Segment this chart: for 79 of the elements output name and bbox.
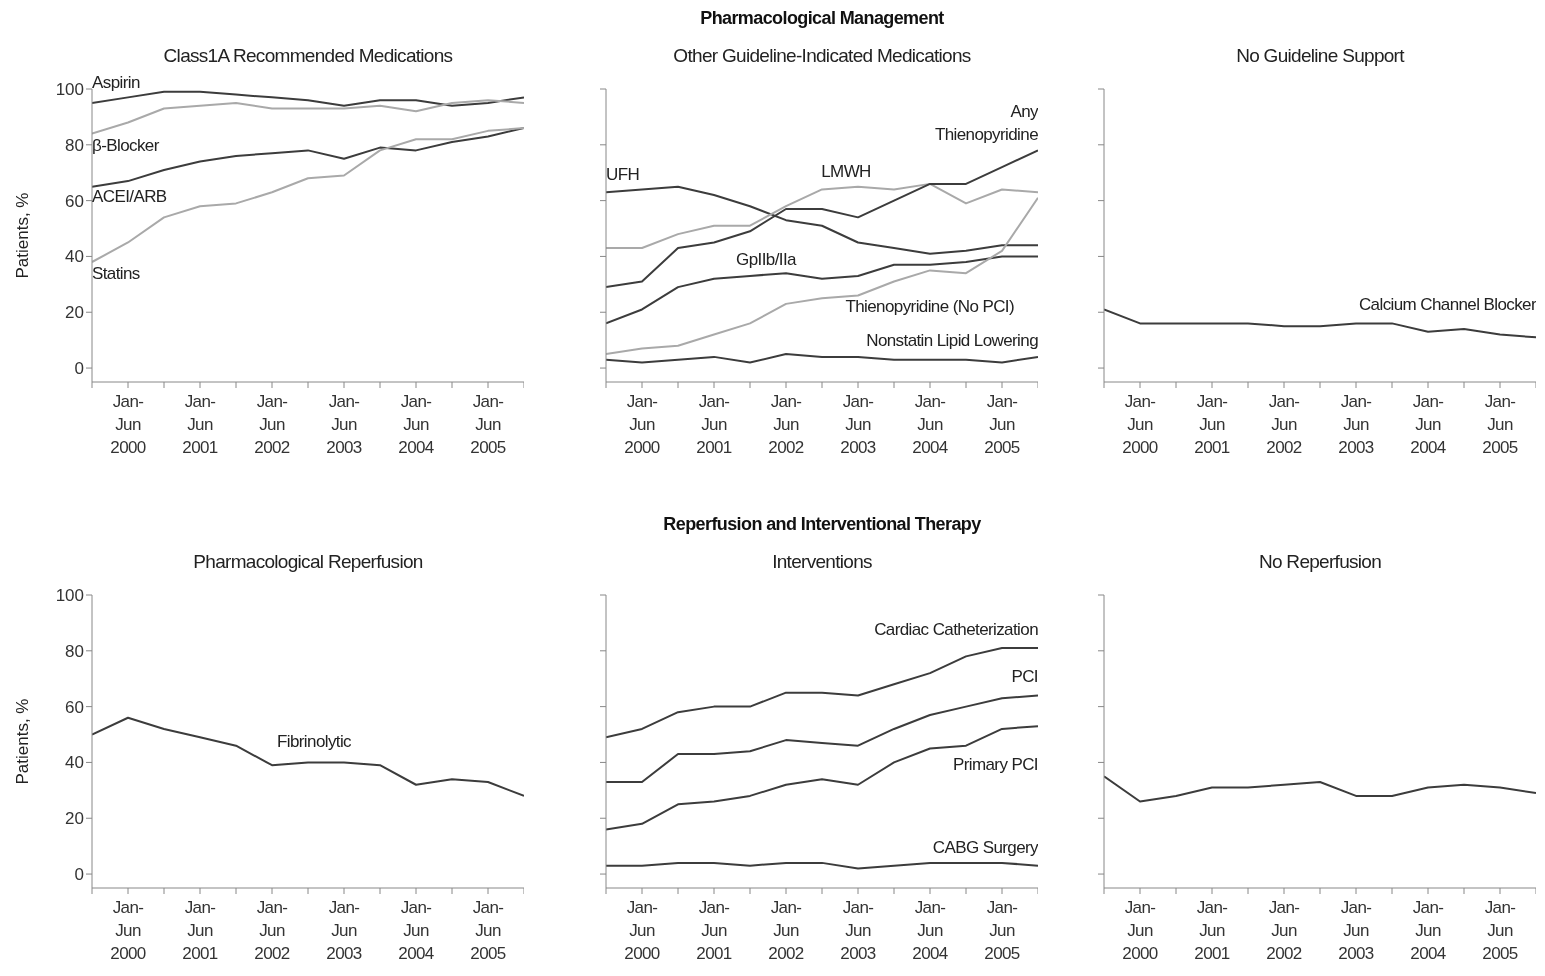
series-label: Thienopyridine (No PCI) — [845, 297, 1014, 317]
y-tick-label: 40 — [65, 753, 84, 773]
series-label: GpIIb/IIa — [736, 250, 798, 270]
chart-subtitle: Other Guideline-Indicated Medications — [672, 45, 972, 67]
x-tick-label: Jan-Jun 2000 — [1122, 392, 1158, 457]
x-tick-label: Jan-Jun 2002 — [254, 392, 290, 457]
y-tick-label: 100 — [55, 586, 84, 606]
x-tick-label: Jan-Jun 2004 — [912, 898, 948, 963]
y-axis-title: Patients, % — [13, 192, 33, 279]
x-tick-label: Jan-Jun 2002 — [254, 898, 290, 963]
x-tick-label: Jan-Jun 2005 — [470, 392, 506, 457]
x-tick-label: Jan-Jun 2003 — [840, 898, 876, 963]
x-tick-label: Jan-Jun 2001 — [1194, 898, 1230, 963]
series-label: LMWH — [821, 162, 871, 182]
x-tick-label: Jan-Jun 2005 — [1482, 392, 1518, 457]
series-label: Fibrinolytic — [276, 732, 353, 752]
chart-title: Reperfusion and Interventional Therapy — [662, 514, 982, 535]
series-label: ACEI/ARB — [92, 187, 167, 207]
x-tick-label: Jan-Jun 2001 — [696, 898, 732, 963]
y-tick-label: 60 — [65, 697, 84, 717]
chart-subtitle: Interventions — [771, 551, 873, 573]
x-tick-label: Jan-Jun 2003 — [326, 898, 362, 963]
y-tick-label: 20 — [65, 303, 84, 323]
line-series — [92, 716, 524, 797]
y-tick-label: 80 — [65, 135, 84, 155]
series-label: Aspirin — [92, 73, 140, 93]
x-tick-label: Jan-Jun 2001 — [1194, 392, 1230, 457]
x-tick-label: Jan-Jun 2002 — [768, 392, 804, 457]
x-tick-label: Jan-Jun 2000 — [624, 392, 660, 457]
series-label: β-Blocker — [92, 136, 160, 156]
series-label: UFH — [606, 165, 640, 185]
x-tick-label: Jan-Jun 2005 — [984, 392, 1020, 457]
x-tick-label: Jan-Jun 2003 — [840, 392, 876, 457]
series-label: PCI — [1011, 667, 1038, 687]
y-tick-label: 0 — [74, 865, 84, 885]
y-tick-label: 20 — [65, 809, 84, 829]
x-tick-label: Jan-Jun 2001 — [182, 898, 218, 963]
y-tick-label: 80 — [65, 641, 84, 661]
series-label: Statins — [92, 264, 140, 284]
x-tick-label: Jan-Jun 2001 — [696, 392, 732, 457]
x-tick-label: Jan-Jun 2002 — [768, 898, 804, 963]
x-tick-label: Jan-Jun 2002 — [1266, 392, 1302, 457]
x-tick-label: Jan-Jun 2005 — [470, 898, 506, 963]
series-label: Calcium Channel Blocker — [1358, 295, 1537, 315]
x-tick-label: Jan-Jun 2000 — [110, 392, 146, 457]
x-tick-label: Jan-Jun 2000 — [1122, 898, 1158, 963]
x-tick-label: Jan-Jun 2000 — [110, 898, 146, 963]
x-tick-label: Jan-Jun 2005 — [1482, 898, 1518, 963]
y-tick-label: 60 — [65, 191, 84, 211]
line-series — [92, 99, 524, 135]
y-axis-title: Patients, % — [13, 698, 33, 785]
chart-title: Pharmacological Management — [699, 8, 945, 29]
x-tick-label: Jan-Jun 2004 — [1410, 392, 1446, 457]
line-series — [92, 127, 524, 188]
series-label: Any Thienopyridine — [934, 102, 1040, 145]
x-tick-label: Jan-Jun 2000 — [624, 898, 660, 963]
series-label: Nonstatin Lipid Lowering — [866, 331, 1039, 351]
y-tick-label: 100 — [55, 80, 84, 100]
chart-title: No Reperfusion — [1257, 551, 1383, 573]
x-tick-label: Jan-Jun 2001 — [182, 392, 218, 457]
line-series — [92, 90, 524, 107]
x-tick-label: Jan-Jun 2003 — [1338, 898, 1374, 963]
chart-title: Class1A Recommended Medications — [162, 45, 454, 67]
series-label: Cardiac Catheterization — [874, 620, 1039, 640]
chart-title: Pharmacological Reperfusion — [192, 551, 424, 573]
series-label: Primary PCI — [952, 755, 1038, 775]
x-tick-label: Jan-Jun 2004 — [912, 392, 948, 457]
series-label: CABG Surgery — [932, 838, 1040, 858]
x-tick-label: Jan-Jun 2003 — [1338, 392, 1374, 457]
y-tick-label: 40 — [65, 247, 84, 267]
x-tick-label: Jan-Jun 2005 — [984, 898, 1020, 963]
x-tick-label: Jan-Jun 2003 — [326, 392, 362, 457]
line-series — [92, 127, 524, 264]
x-tick-label: Jan-Jun 2004 — [398, 898, 434, 963]
x-tick-label: Jan-Jun 2004 — [398, 392, 434, 457]
y-tick-label: 0 — [74, 359, 84, 379]
x-tick-label: Jan-Jun 2004 — [1410, 898, 1446, 963]
x-tick-label: Jan-Jun 2002 — [1266, 898, 1302, 963]
chart-title: No Guideline Support — [1235, 45, 1406, 67]
